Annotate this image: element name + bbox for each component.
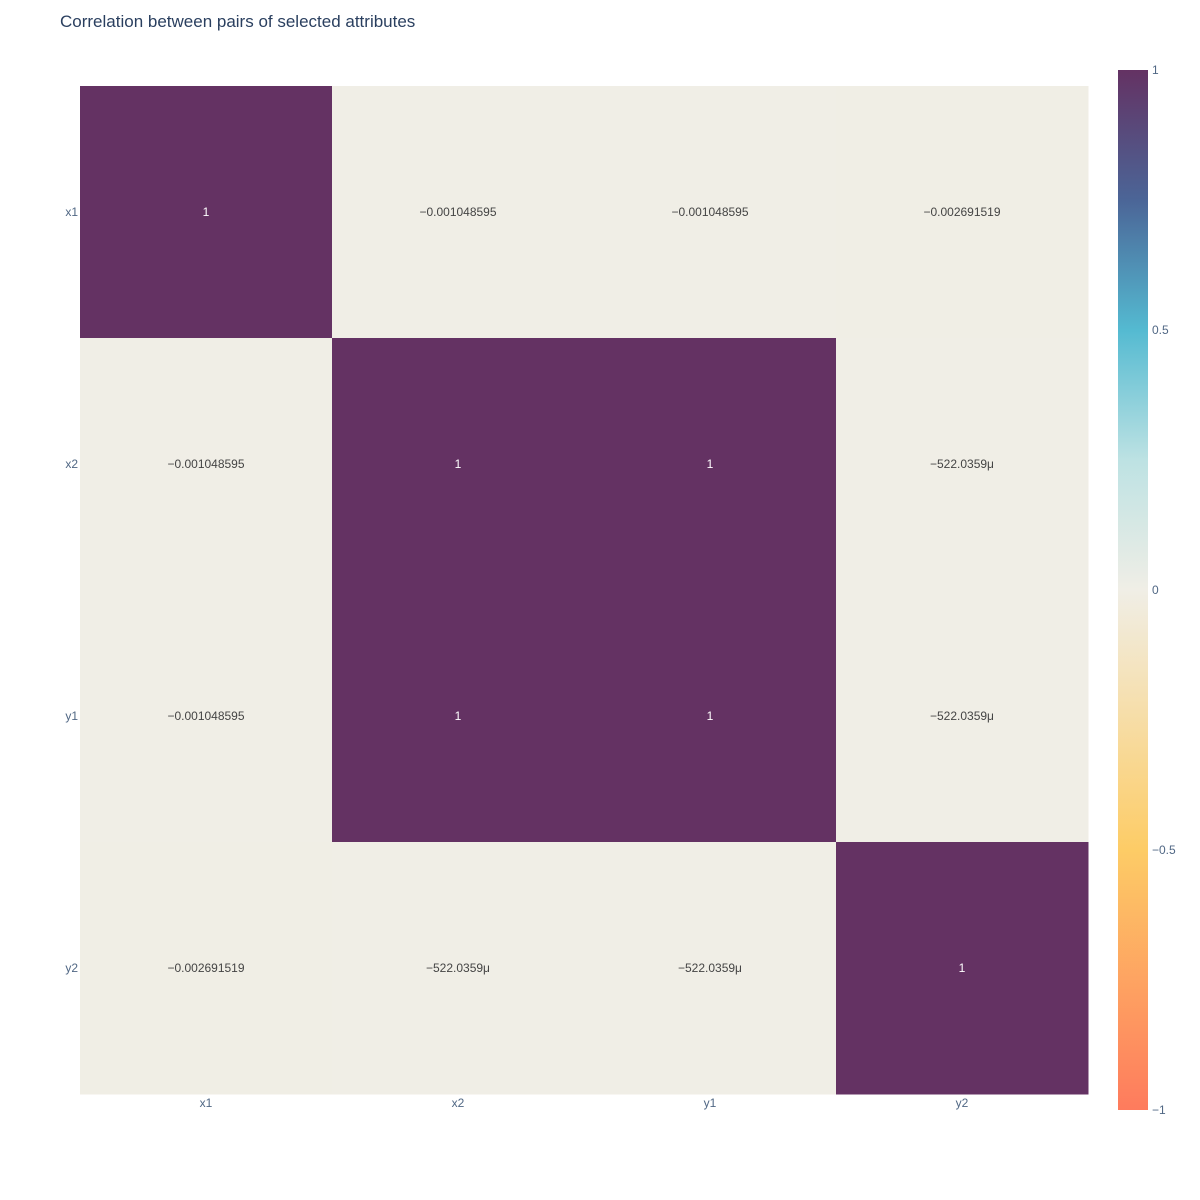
y-tick-y1: y1 bbox=[65, 709, 78, 723]
cell-label-x1-x1: 1 bbox=[203, 205, 210, 219]
y-axis-ticks: x1 x2 y1 y2 bbox=[65, 205, 78, 975]
colorbar-ticks: 1 0.5 0 −0.5 −1 bbox=[1152, 63, 1176, 1117]
heatmap-cell-labels: 1 −0.001048595 −0.001048595 −0.002691519 −0.… bbox=[167, 205, 1000, 975]
x-tick-y1: y1 bbox=[704, 1096, 717, 1110]
heatmap-cell-y2-y1 bbox=[584, 842, 837, 1095]
heatmap-cell-y1-y2 bbox=[836, 590, 1089, 843]
heatmap-cell-y1-x2 bbox=[332, 590, 585, 843]
heatmap-cell-y2-x1 bbox=[80, 842, 333, 1095]
heatmap-cell-y1-y1 bbox=[584, 590, 837, 843]
colorbar-tick-label: −1 bbox=[1152, 1103, 1166, 1117]
cell-label-x2-y2: −522.0359μ bbox=[930, 457, 994, 471]
heatmap-cell-x2-y1 bbox=[584, 338, 837, 591]
cell-label-x2-y1: 1 bbox=[707, 457, 714, 471]
cell-label-y2-x1: −0.002691519 bbox=[167, 961, 244, 975]
cell-label-y1-x1: −0.001048595 bbox=[167, 709, 244, 723]
colorbar-tick-label: 0 bbox=[1152, 583, 1159, 597]
cell-label-y2-y2: 1 bbox=[959, 961, 966, 975]
x-tick-x2: x2 bbox=[452, 1096, 465, 1110]
cell-label-x2-x1: −0.001048595 bbox=[167, 457, 244, 471]
y-tick-x1: x1 bbox=[65, 205, 78, 219]
colorbar-tick-label: 1 bbox=[1152, 63, 1159, 77]
colorbar-tick-label: 0.5 bbox=[1152, 323, 1169, 337]
colorbar bbox=[1118, 70, 1148, 1110]
cell-label-y1-y1: 1 bbox=[707, 709, 714, 723]
heatmap-cell-x1-x2 bbox=[332, 86, 585, 339]
cell-label-y2-x2: −522.0359μ bbox=[426, 961, 490, 975]
heatmap-cell-y2-x2 bbox=[332, 842, 585, 1095]
cell-label-y1-x2: 1 bbox=[455, 709, 462, 723]
x-tick-x1: x1 bbox=[200, 1096, 213, 1110]
heatmap-cells bbox=[80, 86, 1089, 1095]
heatmap-cell-x2-x2 bbox=[332, 338, 585, 591]
cell-label-x1-x2: −0.001048595 bbox=[419, 205, 496, 219]
x-tick-y2: y2 bbox=[956, 1096, 969, 1110]
heatmap-cell-x2-x1 bbox=[80, 338, 333, 591]
colorbar-tick-label: −0.5 bbox=[1152, 843, 1176, 857]
heatmap-cell-x1-y2 bbox=[836, 86, 1089, 339]
heatmap-cell-x1-x1 bbox=[80, 86, 333, 339]
cell-label-y1-y2: −522.0359μ bbox=[930, 709, 994, 723]
y-tick-x2: x2 bbox=[65, 457, 78, 471]
cell-label-x2-x2: 1 bbox=[455, 457, 462, 471]
heatmap-cell-x1-y1 bbox=[584, 86, 837, 339]
x-axis-ticks: x1 x2 y1 y2 bbox=[200, 1096, 969, 1110]
y-tick-y2: y2 bbox=[65, 961, 78, 975]
cell-label-y2-y1: −522.0359μ bbox=[678, 961, 742, 975]
cell-label-x1-y2: −0.002691519 bbox=[923, 205, 1000, 219]
heatmap-cell-y1-x1 bbox=[80, 590, 333, 843]
heatmap-cell-y2-y2 bbox=[836, 842, 1089, 1095]
chart-title: Correlation between pairs of selected at… bbox=[60, 12, 416, 31]
heatmap-cell-x2-y2 bbox=[836, 338, 1089, 591]
cell-label-x1-y1: −0.001048595 bbox=[671, 205, 748, 219]
